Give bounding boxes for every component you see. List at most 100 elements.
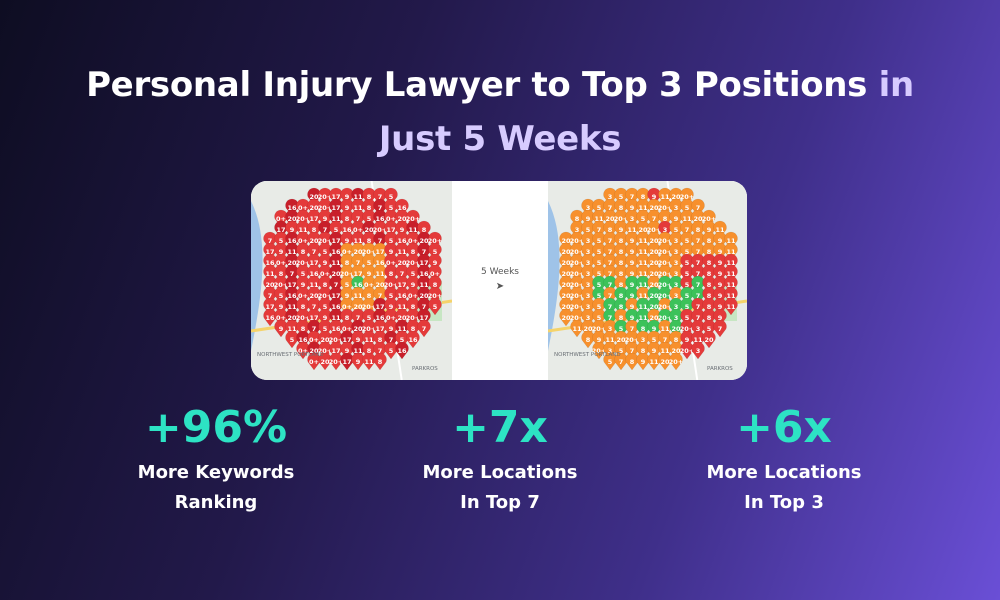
rank-marker-label: 5 xyxy=(367,314,372,322)
rank-marker: 7 xyxy=(691,198,705,217)
rank-marker: 20+ xyxy=(669,352,683,371)
rank-marker-label: 0+ xyxy=(309,336,319,344)
rank-marker-label: 3 xyxy=(608,325,613,333)
rank-marker-label: 0+ xyxy=(342,303,352,311)
stat-top3-value: +6x xyxy=(736,402,832,453)
rank-marker-label: 11 xyxy=(331,314,341,322)
rank-marker-label: 0+ xyxy=(342,248,352,256)
rank-marker-label: 11 xyxy=(660,193,670,201)
rank-marker-label: 9 xyxy=(323,314,328,322)
rank-marker-label: 7 xyxy=(290,270,295,278)
rank-marker-label: 9 xyxy=(718,270,723,278)
rank-marker-label: 20 xyxy=(649,281,659,289)
rank-marker-label: 20 xyxy=(287,259,297,267)
rank-marker-label: 20 xyxy=(309,193,319,201)
rank-marker-label: 9 xyxy=(630,237,635,245)
rank-marker-label: 5 xyxy=(641,215,646,223)
rank-marker-label: 0+ xyxy=(309,358,319,366)
rank-marker-label: 11 xyxy=(660,347,670,355)
rank-marker-label: 9 xyxy=(630,292,635,300)
rank-marker-label: 5 xyxy=(674,226,679,234)
rank-marker-label: 20 xyxy=(561,292,571,300)
rank-marker: 20+ xyxy=(406,209,420,228)
before-map-graphic: 20 20+ 17 9 11 8 7 516 0+ 20 20+ 17 9 11 8 7 5 160+ 20 20+ 1… xyxy=(251,181,452,380)
rank-marker-label: 7 xyxy=(323,226,328,234)
rank-marker-label: 5 xyxy=(619,325,624,333)
timeframe-label: 5 Weeks xyxy=(481,267,519,277)
rank-marker-label: 20 xyxy=(309,204,319,212)
rank-marker-label: 0+ xyxy=(276,259,286,267)
rank-marker-label: 20+ xyxy=(570,314,585,322)
ranking-comparison-panel: 20 20+ 17 9 11 8 7 5 16 0+ 20 20+ 17 9 11 8 7 5 16 0+ 20 20+ 1… xyxy=(251,181,747,380)
stat-top7-value: +7x xyxy=(452,402,548,453)
rank-marker: 9 xyxy=(428,253,442,272)
rank-marker-label: 3 xyxy=(674,314,679,322)
rank-marker-label: 20+ xyxy=(570,292,585,300)
rank-marker-label: 7 xyxy=(389,336,394,344)
rank-marker-label: 9 xyxy=(586,215,591,223)
rank-marker-label: 7 xyxy=(718,325,723,333)
map-district-label: NORTHWEST PORTLAND xyxy=(257,352,324,358)
rank-marker-label: 5 xyxy=(389,237,394,245)
rank-marker-label: 3 xyxy=(608,347,613,355)
rank-marker-label: 7 xyxy=(378,193,383,201)
rank-marker-label: 20 xyxy=(309,347,319,355)
rank-marker-label: 16 xyxy=(353,281,363,289)
rank-marker-label: 7 xyxy=(608,270,613,278)
rank-marker-label: 7 xyxy=(696,270,701,278)
rank-marker-label: 5 xyxy=(433,248,438,256)
rank-marker-label: 8 xyxy=(422,226,427,234)
rank-marker-label: 8 xyxy=(301,325,306,333)
rank-marker-label: 5 xyxy=(685,303,690,311)
rank-marker-label: 17 xyxy=(331,193,340,201)
rank-marker-label: 17 xyxy=(342,336,351,344)
rank-marker: 5 xyxy=(428,297,442,316)
rank-marker-label: 0+ xyxy=(353,226,363,234)
rank-marker-label: 8 xyxy=(674,336,679,344)
rank-marker-label: 9 xyxy=(674,215,679,223)
rank-marker-label: 20+ xyxy=(658,259,673,267)
rank-marker-label: 20 xyxy=(561,270,571,278)
rank-marker-label: 9 xyxy=(630,259,635,267)
rank-marker-label: 11 xyxy=(397,248,407,256)
rank-marker-label: 20 xyxy=(364,226,374,234)
stat-keywords-label-line-2: Ranking xyxy=(174,492,258,513)
rank-marker-label: 16 xyxy=(375,215,385,223)
rank-marker-label: 11 xyxy=(638,292,648,300)
rank-marker-label: 11 xyxy=(649,358,659,366)
stat-top3-label-line-2: In Top 3 xyxy=(744,492,824,513)
rank-marker-label: 20 xyxy=(353,303,363,311)
rank-marker-label: 7 xyxy=(378,292,383,300)
rank-marker-label: 20 xyxy=(561,259,571,267)
rank-marker-label: 7 xyxy=(619,358,624,366)
rank-marker-label: 9 xyxy=(433,259,438,267)
rank-marker-label: 20+ xyxy=(570,303,585,311)
rank-marker-label: 20+ xyxy=(680,347,695,355)
rank-marker-label: 11 xyxy=(638,270,648,278)
stat-keywords-label: More Keywords Ranking xyxy=(96,458,336,518)
rank-marker-label: 17 xyxy=(419,259,428,267)
rank-marker-label: 17 xyxy=(419,314,428,322)
rank-marker-label: 7 xyxy=(268,237,273,245)
rank-marker: 11 xyxy=(724,253,738,272)
rank-marker-label: 5 xyxy=(652,336,657,344)
rank-marker-label: 11 xyxy=(682,215,692,223)
rank-marker-label: 7 xyxy=(608,259,613,267)
rank-marker-label: 7 xyxy=(608,248,613,256)
rank-marker-label: 16 xyxy=(265,259,275,267)
rank-marker-label: 20 xyxy=(320,336,330,344)
rank-marker-label: 5 xyxy=(290,336,295,344)
rank-marker-label: 11 xyxy=(353,237,363,245)
rank-marker-label: 20+ xyxy=(570,259,585,267)
rank-marker-label: 7 xyxy=(696,281,701,289)
rank-marker-label: 9 xyxy=(718,303,723,311)
rank-marker-label: 16 xyxy=(331,303,341,311)
rank-marker-label: 17 xyxy=(265,303,274,311)
rank-marker-label: 8 xyxy=(707,259,712,267)
rank-marker-label: 20+ xyxy=(570,237,585,245)
rank-marker-label: 0+ xyxy=(386,314,396,322)
rank-marker-label: 0+ xyxy=(298,237,308,245)
rank-marker-label: 20+ xyxy=(318,292,333,300)
rank-marker: 11 xyxy=(724,231,738,250)
rank-marker-label: 3 xyxy=(586,303,591,311)
